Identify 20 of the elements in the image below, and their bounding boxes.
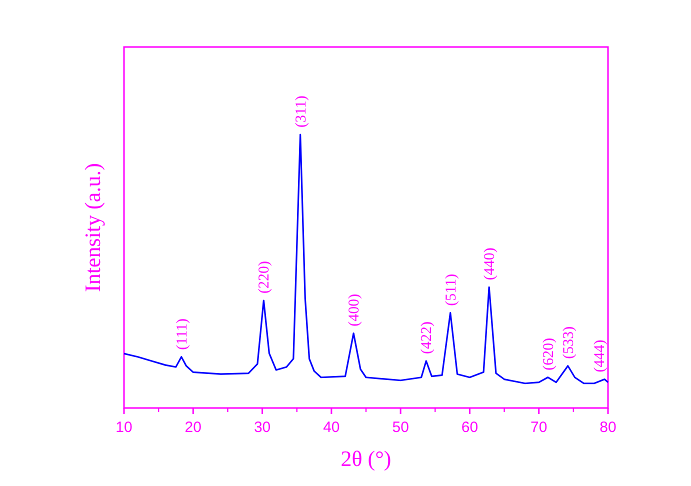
annotation: (444) xyxy=(592,340,608,372)
x-tick-label: 30 xyxy=(254,419,271,436)
x-tick-label: 60 xyxy=(461,419,478,436)
annotation: (311) xyxy=(293,96,310,128)
annotation: (111) xyxy=(174,318,190,350)
annotation: (422) xyxy=(419,321,436,354)
x-tick-label: 40 xyxy=(323,419,340,436)
annotation: (511) xyxy=(443,274,460,306)
x-tick-label: 70 xyxy=(530,419,548,436)
annotation: (620) xyxy=(540,338,557,370)
annotation: (220) xyxy=(256,261,273,294)
annotation: (533) xyxy=(560,326,577,359)
x-tick-label: 20 xyxy=(184,419,202,436)
x-tick-label: 80 xyxy=(600,419,616,436)
y-axis-title: Intensity (a.u.) xyxy=(80,163,105,292)
x-axis-title: 2θ (°) xyxy=(340,446,392,471)
x-tick-label: 10 xyxy=(116,419,132,436)
x-tick-label: 50 xyxy=(392,419,409,436)
annotation: (400) xyxy=(346,294,363,326)
annotation: (440) xyxy=(482,248,498,280)
